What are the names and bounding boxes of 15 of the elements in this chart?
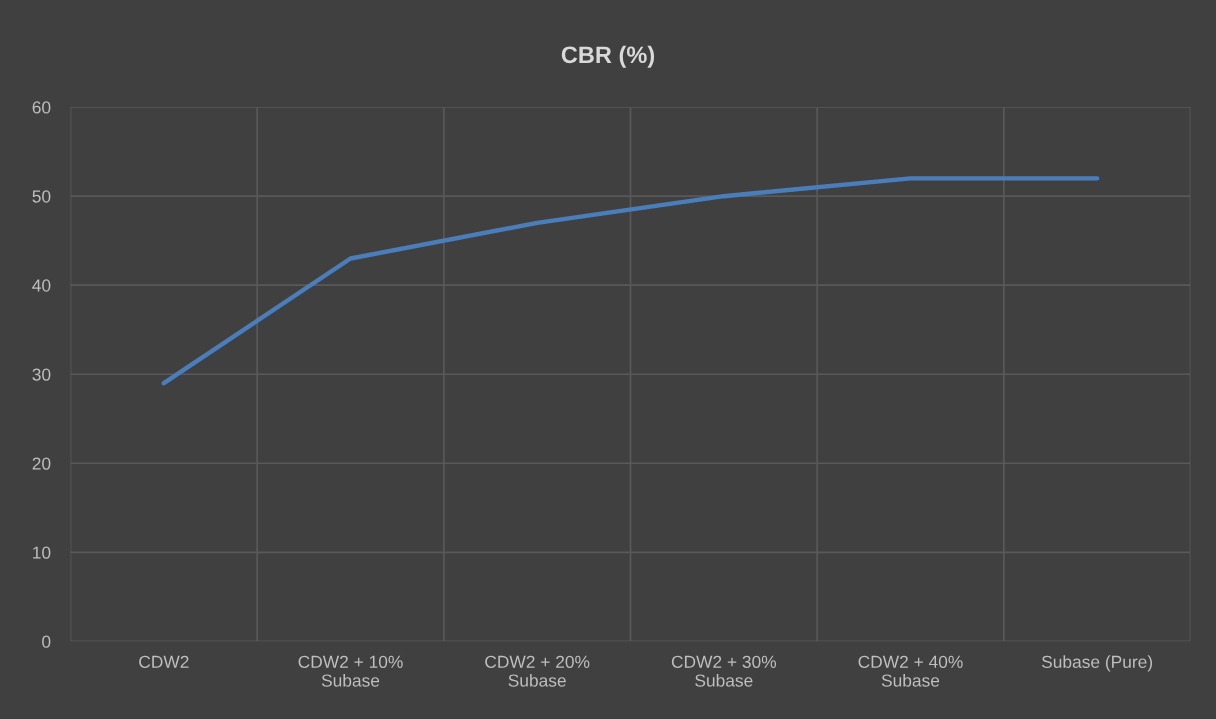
y-tick-label: 0 xyxy=(42,635,51,648)
x-tick-label: CDW2 + 40% Subase xyxy=(858,655,963,687)
y-tick-label: 30 xyxy=(32,368,51,381)
y-tick-label: 20 xyxy=(32,457,51,470)
line-series xyxy=(161,176,1100,386)
x-tick-label: CDW2 + 10% Subase xyxy=(298,655,403,687)
x-tick-label: CDW2 + 30% Subase xyxy=(671,655,777,687)
y-tick-label: 50 xyxy=(32,190,51,203)
y-tick-label: 40 xyxy=(32,279,51,292)
x-tick-label: CDW2 xyxy=(139,655,189,668)
x-tick-label: Subase (Pure) xyxy=(1041,655,1153,672)
x-tick-label: CDW2 + 20% Subase xyxy=(485,655,590,687)
y-tick-label: 60 xyxy=(32,101,51,114)
y-tick-label: 10 xyxy=(33,546,51,559)
chart-title: CBR (%) xyxy=(561,45,655,68)
